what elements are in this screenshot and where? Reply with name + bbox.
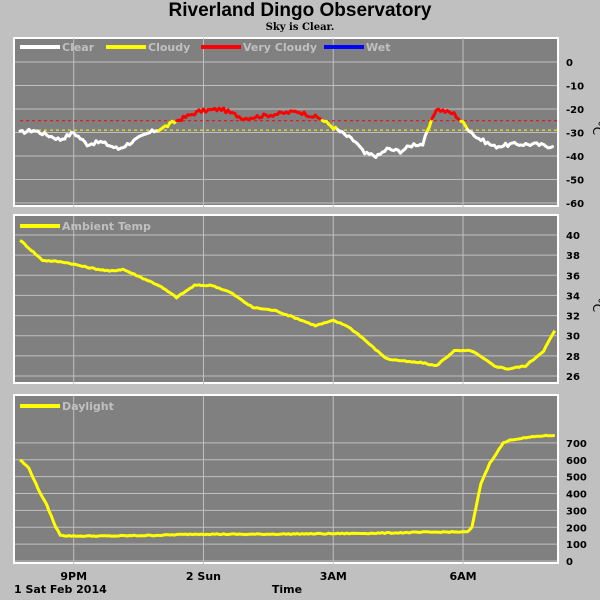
legend-label: Cloudy — [148, 41, 190, 54]
y-tick-label: 36 — [566, 271, 580, 282]
y-tick-label: 0 — [566, 557, 573, 568]
y-tick-label: -40 — [566, 152, 584, 163]
y-tick-label: 700 — [566, 439, 587, 450]
y-tick-label: 400 — [566, 490, 587, 501]
y-tick-label: -50 — [566, 176, 584, 187]
y-tick-label: 38 — [566, 251, 580, 262]
y-tick-label: -20 — [566, 105, 584, 116]
legend-label: Very Cloudy — [243, 41, 317, 54]
x-tick-label: 9PM — [60, 570, 87, 583]
daylight-chart: 700 600 500 400 300 200 100 0 Daylight — [15, 396, 587, 568]
x-tick-label: 2 Sun — [186, 570, 221, 583]
x-axis-title: Time — [272, 583, 302, 596]
x-axis-date-label: 1 Sat Feb 2014 — [14, 583, 107, 596]
sky-chart: 0 -10 -20 -30 -40 -50 -60 °C Clear Cloudy Very Clo… — [15, 38, 600, 210]
y-axis-label: °C — [590, 298, 600, 312]
y-tick-label: -30 — [566, 129, 584, 140]
y-tick-label: -60 — [566, 199, 584, 210]
x-tick-label: 6AM — [449, 570, 476, 583]
sky-series-segment — [548, 145, 555, 150]
ambient-plot-area — [15, 216, 557, 382]
x-axis: 9PM 2 Sun 3AM 6AM — [60, 570, 476, 583]
y-tick-label: 28 — [566, 352, 580, 363]
y-tick-label: 30 — [566, 332, 580, 343]
y-tick-label: 300 — [566, 506, 587, 517]
y-axis-label: °C — [590, 121, 600, 135]
daylight-series-line — [19, 433, 556, 538]
y-tick-label: 0 — [566, 58, 573, 69]
y-tick-label: 40 — [566, 231, 580, 242]
legend-label: Ambient Temp — [62, 220, 151, 233]
ambient-chart: 40 38 36 34 32 30 28 26 °C Ambient Temp — [15, 216, 600, 385]
y-tick-label: 500 — [566, 473, 587, 484]
y-tick-label: 32 — [566, 312, 580, 323]
chart-subtitle: Sky is Clear. — [265, 22, 335, 33]
ambient-series-line — [19, 239, 557, 371]
sky-plot-area — [15, 39, 557, 205]
y-tick-label: 200 — [566, 523, 587, 534]
legend-label: Wet — [366, 41, 390, 54]
y-tick-label: 34 — [566, 291, 580, 302]
x-tick-label: 3AM — [320, 570, 347, 583]
y-tick-label: 100 — [566, 540, 587, 551]
y-tick-label: 600 — [566, 456, 587, 467]
legend-label: Daylight — [62, 400, 114, 413]
y-tick-label: -10 — [566, 82, 584, 93]
legend-label: Clear — [62, 41, 95, 54]
chart-title: Riverland Dingo Observatory — [168, 0, 432, 21]
y-tick-label: 26 — [566, 372, 580, 383]
